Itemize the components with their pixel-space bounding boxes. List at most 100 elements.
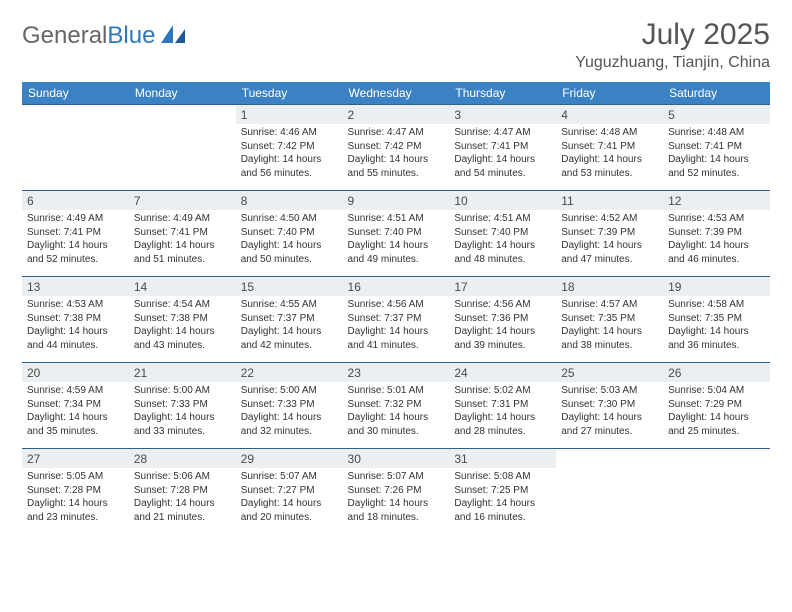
day-number: 8 bbox=[236, 190, 343, 210]
day-details: Sunrise: 5:02 AMSunset: 7:31 PMDaylight:… bbox=[449, 382, 556, 442]
day-details: Sunrise: 4:54 AMSunset: 7:38 PMDaylight:… bbox=[129, 296, 236, 356]
day-details: Sunrise: 5:00 AMSunset: 7:33 PMDaylight:… bbox=[236, 382, 343, 442]
day-details: Sunrise: 5:08 AMSunset: 7:25 PMDaylight:… bbox=[449, 468, 556, 528]
weekday-header: Friday bbox=[556, 82, 663, 104]
calendar-day-cell: 2Sunrise: 4:47 AMSunset: 7:42 PMDaylight… bbox=[343, 104, 450, 190]
day-details: Sunrise: 4:51 AMSunset: 7:40 PMDaylight:… bbox=[449, 210, 556, 270]
calendar-table: SundayMondayTuesdayWednesdayThursdayFrid… bbox=[22, 82, 770, 534]
calendar-day-cell: 5Sunrise: 4:48 AMSunset: 7:41 PMDaylight… bbox=[663, 104, 770, 190]
day-details: Sunrise: 4:56 AMSunset: 7:36 PMDaylight:… bbox=[449, 296, 556, 356]
day-number: 26 bbox=[663, 362, 770, 382]
day-number: 20 bbox=[22, 362, 129, 382]
day-details: Sunrise: 4:47 AMSunset: 7:42 PMDaylight:… bbox=[343, 124, 450, 184]
day-details: Sunrise: 4:53 AMSunset: 7:39 PMDaylight:… bbox=[663, 210, 770, 270]
calendar-day-cell: 8Sunrise: 4:50 AMSunset: 7:40 PMDaylight… bbox=[236, 190, 343, 276]
calendar-body: 1Sunrise: 4:46 AMSunset: 7:42 PMDaylight… bbox=[22, 104, 770, 534]
day-number: 31 bbox=[449, 448, 556, 468]
calendar-day-cell: 7Sunrise: 4:49 AMSunset: 7:41 PMDaylight… bbox=[129, 190, 236, 276]
day-number: 29 bbox=[236, 448, 343, 468]
day-number: 22 bbox=[236, 362, 343, 382]
calendar-week-row: 13Sunrise: 4:53 AMSunset: 7:38 PMDayligh… bbox=[22, 276, 770, 362]
calendar-week-row: 27Sunrise: 5:05 AMSunset: 7:28 PMDayligh… bbox=[22, 448, 770, 534]
day-number: 30 bbox=[343, 448, 450, 468]
day-number: 4 bbox=[556, 104, 663, 124]
weekday-header: Monday bbox=[129, 82, 236, 104]
calendar-day-cell: 25Sunrise: 5:03 AMSunset: 7:30 PMDayligh… bbox=[556, 362, 663, 448]
day-details: Sunrise: 5:07 AMSunset: 7:27 PMDaylight:… bbox=[236, 468, 343, 528]
day-number: 28 bbox=[129, 448, 236, 468]
day-number: 10 bbox=[449, 190, 556, 210]
calendar-day-cell: 16Sunrise: 4:56 AMSunset: 7:37 PMDayligh… bbox=[343, 276, 450, 362]
day-details: Sunrise: 4:53 AMSunset: 7:38 PMDaylight:… bbox=[22, 296, 129, 356]
day-number: 25 bbox=[556, 362, 663, 382]
day-details: Sunrise: 4:52 AMSunset: 7:39 PMDaylight:… bbox=[556, 210, 663, 270]
location: Yuguzhuang, Tianjin, China bbox=[575, 54, 770, 72]
calendar-week-row: 1Sunrise: 4:46 AMSunset: 7:42 PMDaylight… bbox=[22, 104, 770, 190]
calendar-day-cell: 19Sunrise: 4:58 AMSunset: 7:35 PMDayligh… bbox=[663, 276, 770, 362]
calendar-day-cell bbox=[663, 448, 770, 534]
calendar-day-cell: 24Sunrise: 5:02 AMSunset: 7:31 PMDayligh… bbox=[449, 362, 556, 448]
day-details: Sunrise: 4:48 AMSunset: 7:41 PMDaylight:… bbox=[663, 124, 770, 184]
day-number: 17 bbox=[449, 276, 556, 296]
day-number-blank bbox=[556, 448, 663, 468]
day-number-blank bbox=[129, 104, 236, 124]
day-number: 19 bbox=[663, 276, 770, 296]
calendar-day-cell: 28Sunrise: 5:06 AMSunset: 7:28 PMDayligh… bbox=[129, 448, 236, 534]
day-details: Sunrise: 4:51 AMSunset: 7:40 PMDaylight:… bbox=[343, 210, 450, 270]
day-details: Sunrise: 5:07 AMSunset: 7:26 PMDaylight:… bbox=[343, 468, 450, 528]
calendar-day-cell: 6Sunrise: 4:49 AMSunset: 7:41 PMDaylight… bbox=[22, 190, 129, 276]
day-details: Sunrise: 4:50 AMSunset: 7:40 PMDaylight:… bbox=[236, 210, 343, 270]
calendar-day-cell: 4Sunrise: 4:48 AMSunset: 7:41 PMDaylight… bbox=[556, 104, 663, 190]
calendar-day-cell: 18Sunrise: 4:57 AMSunset: 7:35 PMDayligh… bbox=[556, 276, 663, 362]
day-number: 14 bbox=[129, 276, 236, 296]
day-number: 21 bbox=[129, 362, 236, 382]
sail-icon bbox=[159, 23, 187, 50]
day-number: 16 bbox=[343, 276, 450, 296]
calendar-day-cell: 11Sunrise: 4:52 AMSunset: 7:39 PMDayligh… bbox=[556, 190, 663, 276]
day-number: 2 bbox=[343, 104, 450, 124]
day-number-blank bbox=[663, 448, 770, 468]
title-block: July 2025 Yuguzhuang, Tianjin, China bbox=[575, 18, 770, 72]
weekday-header: Thursday bbox=[449, 82, 556, 104]
day-number: 7 bbox=[129, 190, 236, 210]
calendar-day-cell: 30Sunrise: 5:07 AMSunset: 7:26 PMDayligh… bbox=[343, 448, 450, 534]
day-details: Sunrise: 4:56 AMSunset: 7:37 PMDaylight:… bbox=[343, 296, 450, 356]
calendar-day-cell: 10Sunrise: 4:51 AMSunset: 7:40 PMDayligh… bbox=[449, 190, 556, 276]
calendar-day-cell bbox=[129, 104, 236, 190]
day-number: 5 bbox=[663, 104, 770, 124]
day-number: 6 bbox=[22, 190, 129, 210]
day-number: 12 bbox=[663, 190, 770, 210]
day-details: Sunrise: 4:58 AMSunset: 7:35 PMDaylight:… bbox=[663, 296, 770, 356]
calendar-day-cell: 9Sunrise: 4:51 AMSunset: 7:40 PMDaylight… bbox=[343, 190, 450, 276]
weekday-header: Sunday bbox=[22, 82, 129, 104]
weekday-header: Tuesday bbox=[236, 82, 343, 104]
calendar-day-cell: 3Sunrise: 4:47 AMSunset: 7:41 PMDaylight… bbox=[449, 104, 556, 190]
day-details: Sunrise: 5:06 AMSunset: 7:28 PMDaylight:… bbox=[129, 468, 236, 528]
day-details: Sunrise: 5:01 AMSunset: 7:32 PMDaylight:… bbox=[343, 382, 450, 442]
day-details: Sunrise: 4:55 AMSunset: 7:37 PMDaylight:… bbox=[236, 296, 343, 356]
day-details: Sunrise: 4:48 AMSunset: 7:41 PMDaylight:… bbox=[556, 124, 663, 184]
day-number: 1 bbox=[236, 104, 343, 124]
day-details: Sunrise: 4:49 AMSunset: 7:41 PMDaylight:… bbox=[22, 210, 129, 270]
calendar-week-row: 20Sunrise: 4:59 AMSunset: 7:34 PMDayligh… bbox=[22, 362, 770, 448]
weekday-header: Wednesday bbox=[343, 82, 450, 104]
day-number: 23 bbox=[343, 362, 450, 382]
calendar-day-cell: 12Sunrise: 4:53 AMSunset: 7:39 PMDayligh… bbox=[663, 190, 770, 276]
day-details: Sunrise: 4:47 AMSunset: 7:41 PMDaylight:… bbox=[449, 124, 556, 184]
header: GeneralBlue July 2025 Yuguzhuang, Tianji… bbox=[22, 18, 770, 72]
day-number: 9 bbox=[343, 190, 450, 210]
day-number: 27 bbox=[22, 448, 129, 468]
logo-blue: Blue bbox=[107, 22, 155, 49]
day-number: 13 bbox=[22, 276, 129, 296]
day-details: Sunrise: 4:57 AMSunset: 7:35 PMDaylight:… bbox=[556, 296, 663, 356]
day-number: 18 bbox=[556, 276, 663, 296]
calendar-day-cell: 14Sunrise: 4:54 AMSunset: 7:38 PMDayligh… bbox=[129, 276, 236, 362]
logo-text: GeneralBlue bbox=[22, 22, 155, 50]
weekday-header-row: SundayMondayTuesdayWednesdayThursdayFrid… bbox=[22, 82, 770, 104]
logo-general: General bbox=[22, 22, 107, 49]
calendar-day-cell: 29Sunrise: 5:07 AMSunset: 7:27 PMDayligh… bbox=[236, 448, 343, 534]
calendar-day-cell: 17Sunrise: 4:56 AMSunset: 7:36 PMDayligh… bbox=[449, 276, 556, 362]
day-number-blank bbox=[22, 104, 129, 124]
month-title: July 2025 bbox=[575, 18, 770, 52]
day-number: 11 bbox=[556, 190, 663, 210]
